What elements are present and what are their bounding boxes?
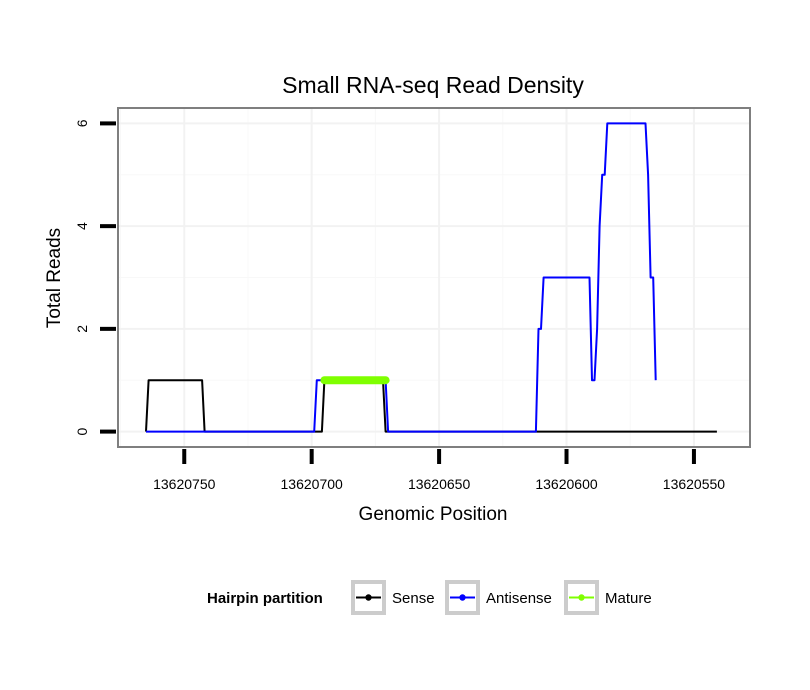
legend-key-dot bbox=[578, 594, 585, 601]
legend-label: Antisense bbox=[486, 590, 552, 607]
x-tick-label: 13620700 bbox=[281, 476, 344, 492]
legend-item-mature: Mature bbox=[564, 580, 652, 615]
legend-key-dot bbox=[365, 594, 372, 601]
y-tick-label: 2 bbox=[74, 325, 90, 333]
grid bbox=[118, 108, 750, 447]
series-layer bbox=[145, 122, 717, 433]
x-tick-label: 13620650 bbox=[408, 476, 471, 492]
plot-panel bbox=[117, 107, 751, 448]
x-tick-label: 13620600 bbox=[535, 476, 598, 492]
legend-key-dot bbox=[459, 594, 466, 601]
legend: Hairpin partition Sense Antisense Mature bbox=[207, 580, 652, 615]
y-tick-label: 6 bbox=[74, 119, 90, 127]
x-tick-label: 13620750 bbox=[153, 476, 216, 492]
legend-item-antisense: Antisense bbox=[445, 580, 552, 615]
legend-label: Sense bbox=[392, 590, 435, 607]
y-tick-label: 4 bbox=[74, 222, 90, 230]
y-axis: 0 2 4 6 bbox=[74, 119, 116, 435]
x-axis-label: Genomic Position bbox=[359, 504, 508, 525]
legend-label: Mature bbox=[605, 590, 652, 607]
y-tick-label: 0 bbox=[74, 427, 90, 435]
x-tick-label: 13620550 bbox=[663, 476, 726, 492]
legend-title: Hairpin partition bbox=[207, 590, 323, 607]
x-axis: 13620750 13620700 13620650 13620600 13620550 bbox=[153, 449, 725, 492]
chart-title: Small RNA-seq Read Density bbox=[282, 72, 584, 98]
y-axis-label: Total Reads bbox=[44, 228, 65, 328]
legend-item-sense: Sense bbox=[351, 580, 435, 615]
series-line-sense bbox=[145, 379, 717, 433]
